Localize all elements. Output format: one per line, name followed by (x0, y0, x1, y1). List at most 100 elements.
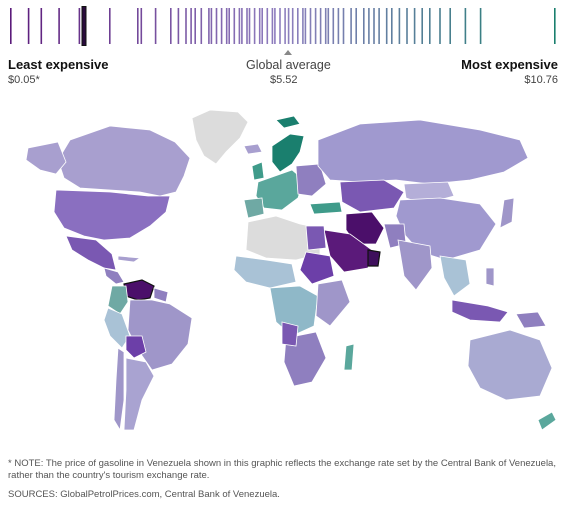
price-tick-26 (253, 8, 256, 44)
price-tick-10 (177, 8, 180, 44)
region-uk (251, 161, 265, 181)
price-tick-2 (40, 8, 43, 44)
region-turkey (309, 201, 343, 215)
price-tick-15 (208, 8, 210, 44)
price-tick-31 (274, 8, 276, 44)
region-alaska (25, 141, 67, 175)
price-tick-36 (297, 8, 299, 44)
most-expensive-value: $10.76 (524, 74, 558, 86)
price-tick-64 (554, 8, 556, 44)
global-average-label: Global average (246, 58, 331, 72)
price-tick-55 (398, 8, 401, 44)
price-tick-23 (241, 8, 243, 44)
region-peru (103, 307, 131, 349)
price-tick-58 (421, 8, 423, 44)
region-chile (113, 347, 125, 432)
price-tick-19 (225, 8, 228, 44)
price-tick-54 (391, 8, 393, 44)
region-india (397, 239, 433, 291)
price-tick-0 (10, 8, 12, 44)
price-tick-12 (190, 8, 192, 44)
price-tick-40 (314, 8, 317, 44)
price-tick-62 (464, 8, 467, 44)
price-tick-24 (246, 8, 248, 44)
region-argentina (123, 357, 155, 431)
price-tick-29 (266, 8, 269, 44)
region-central-america (103, 267, 125, 285)
region-central-asia (339, 179, 405, 213)
price-tick-20 (228, 8, 230, 44)
price-tick-61 (449, 8, 451, 44)
world-map (25, 109, 557, 432)
global-average-value: $5.52 (270, 74, 298, 86)
region-guianas (153, 287, 169, 303)
region-mexico (65, 235, 117, 271)
price-tick-63 (479, 8, 482, 44)
price-tick-59 (429, 8, 431, 44)
price-tick-30 (271, 8, 274, 44)
price-tick-18 (220, 8, 223, 44)
region-bolivia (125, 335, 147, 359)
price-tick-3 (58, 8, 60, 44)
region-angola (281, 321, 299, 347)
region-iceland (243, 143, 263, 155)
sources: SOURCES: GlobalPetrolPrices.com, Central… (8, 489, 280, 500)
price-tick-56 (406, 8, 408, 44)
price-tick-16 (210, 8, 213, 44)
price-tick-33 (284, 8, 286, 44)
region-australia (467, 329, 553, 401)
region-iberia (243, 197, 265, 219)
most-expensive-label: Most expensive (461, 57, 558, 72)
region-canada (57, 125, 191, 197)
highlight-marker (81, 6, 87, 46)
region-svalbard (275, 115, 301, 129)
region-eastern-europe (295, 163, 327, 197)
price-tick-42 (324, 8, 327, 44)
price-tick-14 (200, 8, 203, 44)
price-tick-51 (373, 8, 375, 44)
price-tick-52 (378, 8, 380, 44)
region-sudan (299, 251, 335, 285)
price-tick-4 (78, 8, 81, 44)
price-tick-37 (302, 8, 304, 44)
price-tick-28 (261, 8, 263, 44)
region-west-africa (233, 255, 297, 289)
price-tick-17 (215, 8, 218, 44)
region-madagascar (343, 343, 355, 371)
price-tick-9 (170, 8, 172, 44)
region-greenland (191, 109, 249, 165)
region-western-europe (255, 169, 305, 211)
price-tick-48 (355, 8, 357, 44)
price-strip (10, 6, 556, 46)
price-tick-1 (27, 8, 30, 44)
price-tick-53 (385, 8, 388, 44)
footnote: * NOTE: The price of gasoline in Venezue… (8, 458, 556, 481)
least-expensive-label: Least expensive (8, 57, 109, 72)
price-tick-60 (439, 8, 441, 44)
price-tick-45 (337, 8, 340, 44)
price-tick-38 (304, 8, 307, 44)
price-tick-25 (248, 8, 251, 44)
price-tick-44 (332, 8, 335, 44)
price-tick-43 (327, 8, 330, 44)
price-tick-46 (342, 8, 345, 44)
region-russia (317, 119, 529, 185)
price-tick-6 (137, 8, 139, 44)
region-indonesia (451, 299, 509, 323)
price-tick-57 (413, 8, 416, 44)
price-tick-21 (233, 8, 236, 44)
region-se-asia (439, 255, 471, 297)
price-tick-8 (154, 8, 157, 44)
region-philippines (485, 267, 495, 287)
price-tick-47 (350, 8, 352, 44)
region-iran (345, 211, 385, 245)
price-tick-22 (238, 8, 241, 44)
price-tick-50 (368, 8, 370, 44)
region-png (515, 311, 547, 329)
price-tick-49 (363, 8, 365, 44)
price-tick-34 (287, 8, 290, 44)
region-egypt (305, 225, 327, 251)
price-tick-7 (140, 8, 143, 44)
region-oman (367, 249, 381, 267)
price-tick-27 (258, 8, 261, 44)
